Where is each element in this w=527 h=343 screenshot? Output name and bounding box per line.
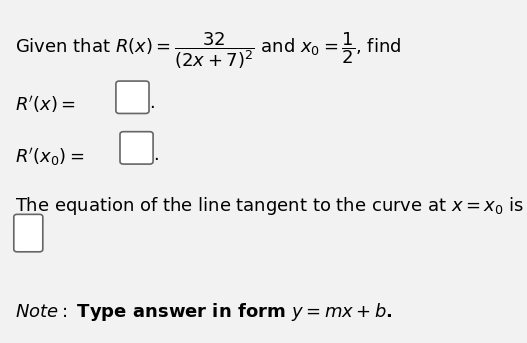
FancyBboxPatch shape — [116, 81, 149, 114]
Text: .: . — [153, 146, 159, 164]
Text: The equation of the line tangent to the curve at $x = x_0$ is: The equation of the line tangent to the … — [15, 195, 524, 217]
Text: Given that $R(x) = \dfrac{32}{(2x+7)^2}$ and $x_0 = \dfrac{1}{2}$, find: Given that $R(x) = \dfrac{32}{(2x+7)^2}$… — [15, 30, 401, 71]
Text: .: . — [149, 94, 155, 112]
Text: $R'(x) =$: $R'(x) =$ — [15, 94, 76, 115]
Text: $\mathit{Note:}$ Type answer in form $y = mx + b$.: $\mathit{Note:}$ Type answer in form $y … — [15, 301, 393, 323]
Text: $R'(x_0) =$: $R'(x_0) =$ — [15, 146, 85, 168]
FancyBboxPatch shape — [14, 214, 43, 252]
FancyBboxPatch shape — [120, 132, 153, 164]
